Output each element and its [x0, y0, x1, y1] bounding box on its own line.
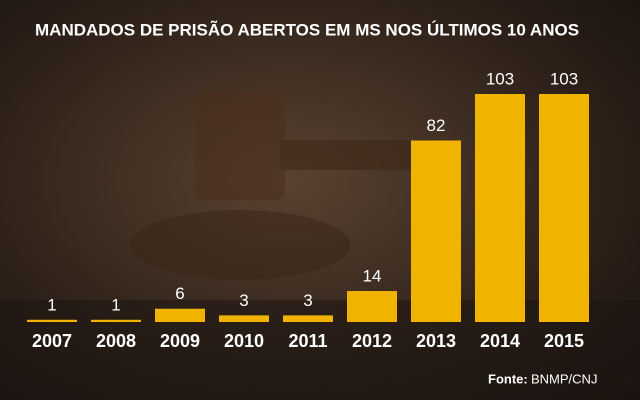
x-tick-label: 2012	[352, 331, 392, 351]
value-label: 103	[550, 69, 578, 88]
bar	[27, 319, 77, 322]
bar	[475, 94, 525, 322]
bar	[219, 315, 269, 322]
bar	[91, 319, 141, 322]
value-label: 14	[363, 266, 382, 285]
source: BNMP/CNJ	[531, 371, 597, 386]
bar	[539, 94, 589, 322]
bar	[347, 291, 397, 322]
bar	[283, 315, 333, 322]
x-tick-label: 2010	[224, 331, 264, 351]
value-label: 3	[303, 291, 312, 310]
value-label: 82	[427, 116, 446, 135]
x-tick-label: 2011	[288, 331, 327, 351]
value-label: 103	[486, 69, 514, 88]
bar	[411, 140, 461, 322]
chart-title: MANDADOS DE PRISÃO ABERTOS EM MS NOS ÚLT…	[35, 19, 579, 39]
x-tick-label: 2007	[32, 331, 72, 351]
value-label: 1	[111, 295, 120, 314]
value-label: 3	[239, 291, 248, 310]
bar	[155, 308, 205, 322]
source-label: Fonte:	[488, 371, 528, 386]
value-label: 1	[47, 295, 56, 314]
gavel-decoration	[0, 90, 640, 400]
x-tick-label: 2013	[416, 331, 456, 351]
value-label: 6	[175, 284, 184, 303]
x-tick-label: 2009	[160, 331, 200, 351]
x-tick-label: 2014	[480, 331, 520, 351]
x-tick-label: 2008	[96, 331, 136, 351]
x-tick-label: 2015	[544, 331, 584, 351]
